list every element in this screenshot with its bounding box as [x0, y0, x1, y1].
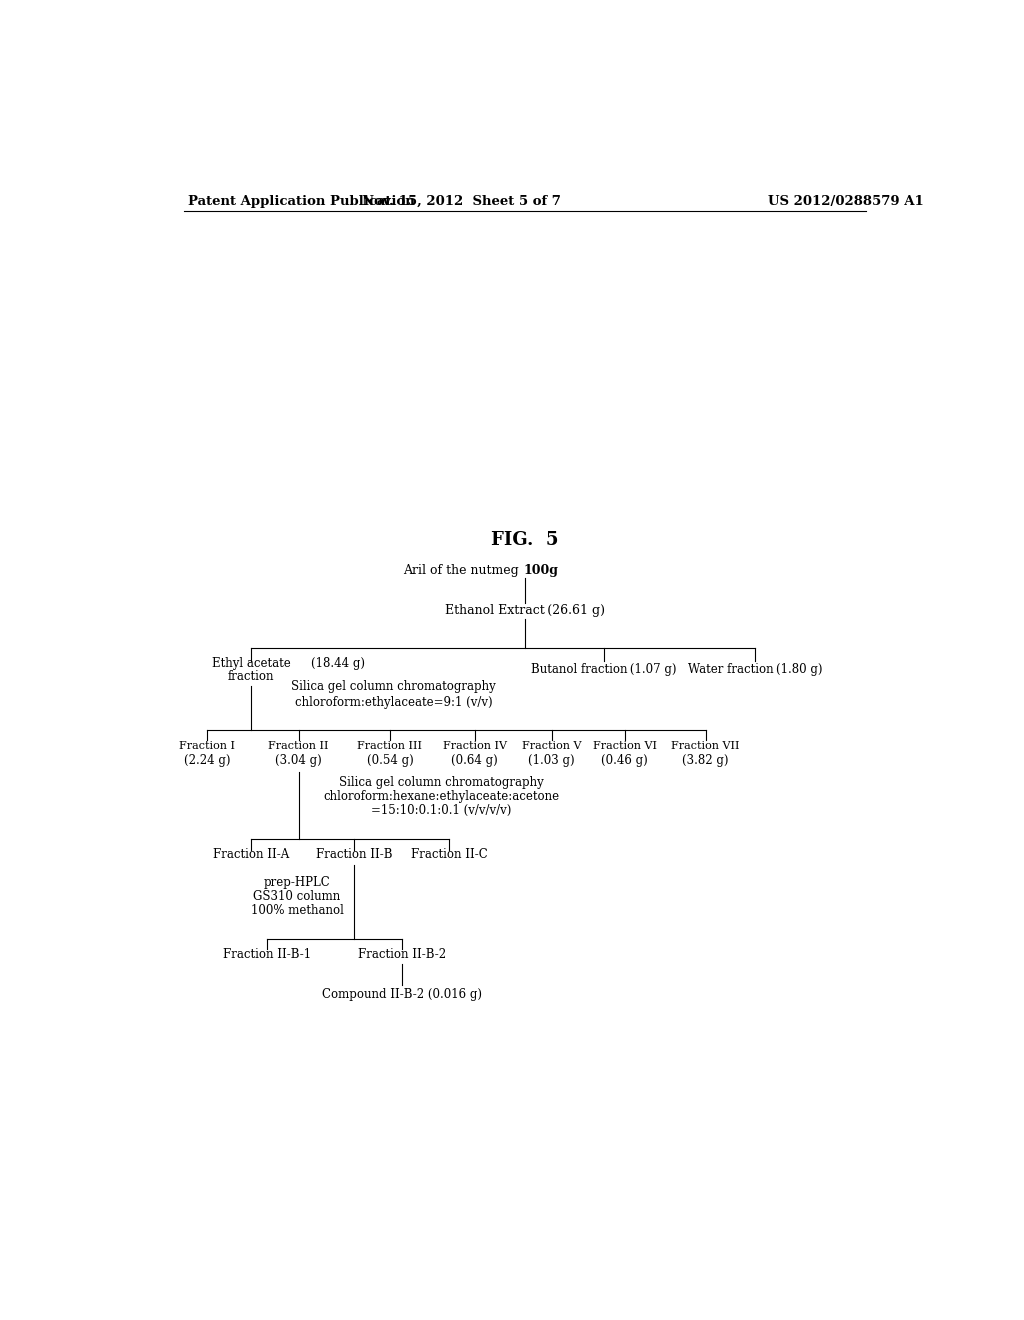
Text: (3.82 g): (3.82 g): [682, 754, 729, 767]
Text: FIG.  5: FIG. 5: [492, 531, 558, 549]
Text: Nov. 15, 2012  Sheet 5 of 7: Nov. 15, 2012 Sheet 5 of 7: [361, 194, 561, 207]
Text: (18.44 g): (18.44 g): [310, 657, 365, 671]
Text: Silica gel column chromatography: Silica gel column chromatography: [292, 680, 497, 693]
Text: chloroform:hexane:ethylaceate:acetone: chloroform:hexane:ethylaceate:acetone: [324, 791, 559, 803]
Text: =15:10:0.1:0.1 (v/v/v/v): =15:10:0.1:0.1 (v/v/v/v): [372, 804, 512, 817]
Text: Silica gel column chromatography: Silica gel column chromatography: [339, 776, 544, 789]
Text: Fraction III: Fraction III: [357, 741, 422, 751]
Text: (0.46 g): (0.46 g): [601, 754, 648, 767]
Text: GS310 column: GS310 column: [253, 890, 341, 903]
Text: Fraction II-B-1: Fraction II-B-1: [223, 948, 311, 961]
Text: US 2012/0288579 A1: US 2012/0288579 A1: [768, 194, 924, 207]
Text: Fraction II-C: Fraction II-C: [411, 849, 487, 861]
Text: Fraction VII: Fraction VII: [672, 741, 740, 751]
Text: Fraction IV: Fraction IV: [442, 741, 507, 751]
Text: Butanol fraction (1.07 g): Butanol fraction (1.07 g): [531, 663, 677, 676]
Text: Ethanol Extract (26.61 g): Ethanol Extract (26.61 g): [444, 605, 605, 618]
Text: (0.64 g): (0.64 g): [452, 754, 499, 767]
Text: (2.24 g): (2.24 g): [184, 754, 230, 767]
Text: (3.04 g): (3.04 g): [275, 754, 322, 767]
Text: Fraction II-A: Fraction II-A: [213, 849, 289, 861]
Text: Fraction VI: Fraction VI: [593, 741, 656, 751]
Text: (0.54 g): (0.54 g): [367, 754, 414, 767]
Text: Fraction II-B: Fraction II-B: [316, 849, 392, 861]
Text: 100g: 100g: [523, 564, 558, 577]
Text: prep-HPLC: prep-HPLC: [263, 875, 331, 888]
Text: Ethyl acetate: Ethyl acetate: [212, 657, 291, 671]
Text: Fraction II-B-2: Fraction II-B-2: [357, 948, 445, 961]
Text: Fraction I: Fraction I: [179, 741, 236, 751]
Text: fraction: fraction: [227, 671, 274, 684]
Text: (1.03 g): (1.03 g): [528, 754, 575, 767]
Text: Compound II-B-2 (0.016 g): Compound II-B-2 (0.016 g): [322, 989, 481, 1002]
Text: 100% methanol: 100% methanol: [251, 904, 343, 917]
Text: chloroform:ethylaceate=9:1 (v/v): chloroform:ethylaceate=9:1 (v/v): [295, 696, 493, 709]
Text: Water fraction (1.80 g): Water fraction (1.80 g): [688, 663, 822, 676]
Text: Fraction V: Fraction V: [522, 741, 582, 751]
Text: Patent Application Publication: Patent Application Publication: [187, 194, 415, 207]
Text: Fraction II: Fraction II: [268, 741, 329, 751]
Text: Aril of the nutmeg: Aril of the nutmeg: [403, 564, 523, 577]
